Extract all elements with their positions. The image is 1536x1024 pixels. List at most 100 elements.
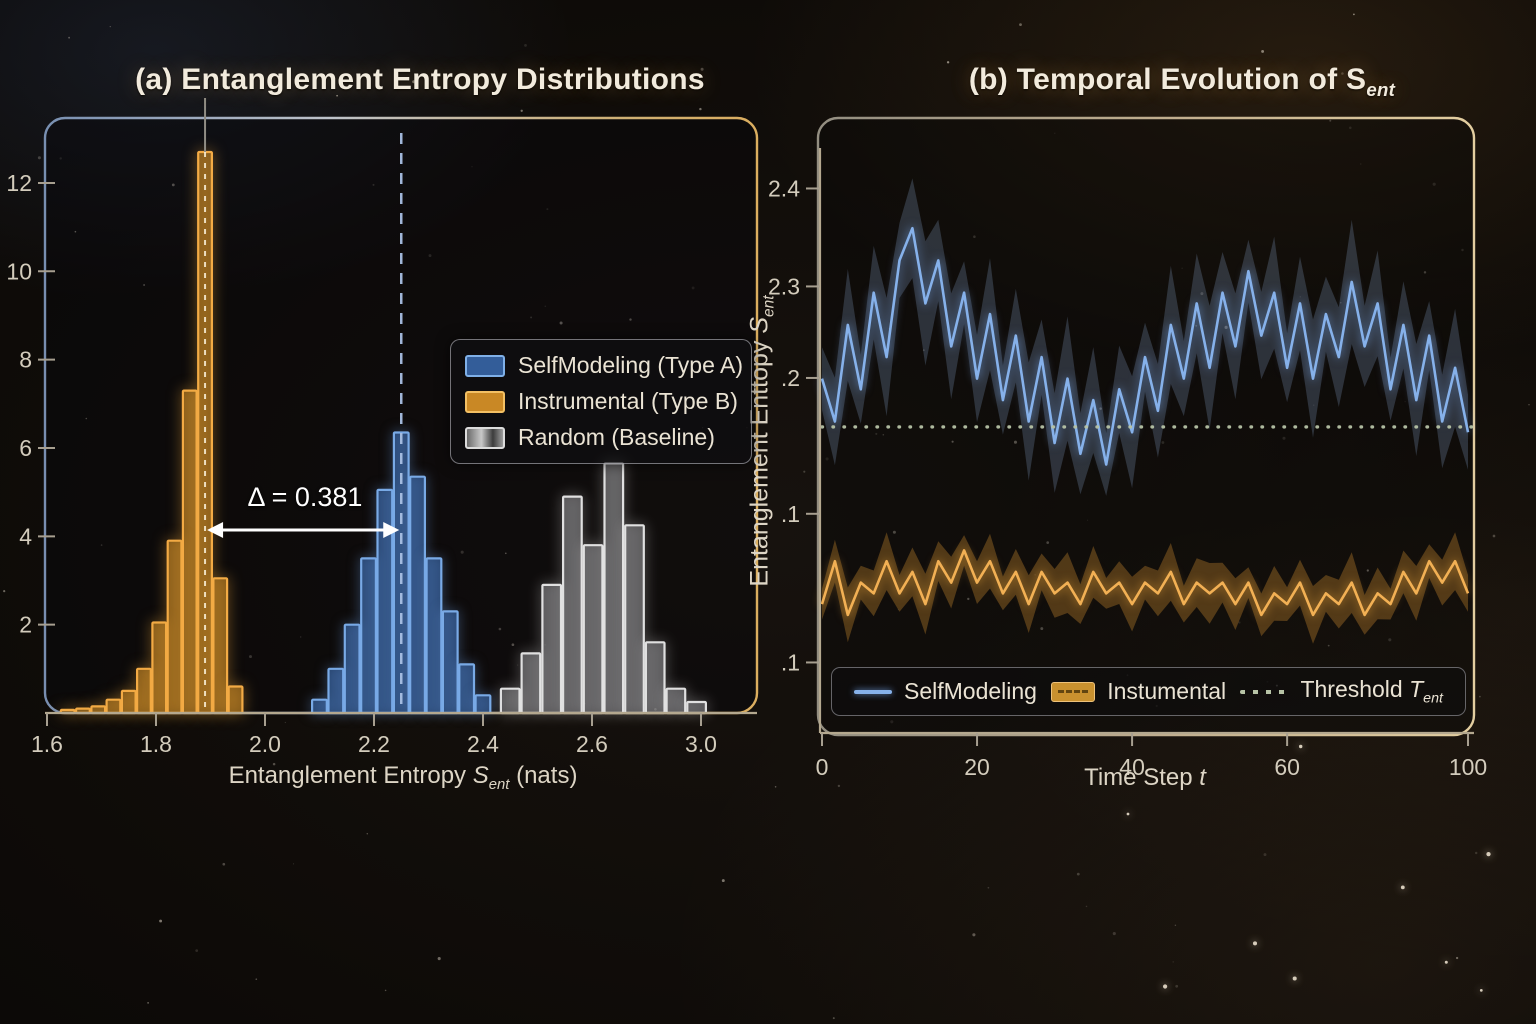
star (37, 156, 41, 160)
star (366, 832, 369, 835)
chart-a-legend: SelfModeling (Type A) Instrumental (Type… (450, 339, 752, 464)
star (147, 1002, 149, 1004)
star (284, 721, 286, 724)
legend-item-threshold: Threshold Tent (1240, 676, 1443, 707)
star (530, 316, 533, 319)
legend-item-instrumental: Instrumental (Type B) (465, 388, 738, 415)
selfmodeling-line (820, 226, 1470, 466)
star (951, 440, 954, 443)
chart-b-panel (816, 116, 1476, 737)
star (524, 44, 527, 47)
star (100, 544, 103, 546)
y-tick-label: 4 (19, 523, 32, 549)
star (803, 470, 806, 473)
star (3, 589, 6, 593)
star (471, 166, 473, 168)
star (1195, 324, 1198, 327)
threshold-dotted-icon (1240, 689, 1289, 694)
star (504, 552, 507, 555)
histogram-bar (105, 698, 122, 715)
histogram-bar (624, 524, 645, 715)
x-tick-label: 0 (816, 754, 829, 780)
bright-star (1400, 885, 1405, 890)
star (1432, 182, 1436, 186)
histogram-bar (686, 700, 707, 715)
star (1087, 519, 1089, 521)
star (721, 879, 725, 883)
star (546, 208, 549, 211)
xlabel-b-text: Time Step (1084, 764, 1200, 791)
star (837, 784, 841, 788)
star (300, 636, 302, 638)
histogram-bar (458, 663, 476, 715)
y-tick-label: .1 (781, 501, 800, 527)
star (293, 863, 295, 865)
bright-star (1486, 851, 1491, 857)
bright-star (1162, 984, 1168, 989)
star (1329, 119, 1332, 122)
star (428, 254, 432, 258)
legend-item-instrumental: Instumental (1051, 678, 1226, 705)
star (972, 933, 976, 937)
star (1388, 638, 1392, 642)
star (544, 305, 547, 307)
star (922, 349, 925, 352)
chart-b-title-symbol: S (1346, 63, 1367, 96)
chart-b-title-text: (b) Temporal Evolution of (968, 63, 1347, 96)
legend-item-selfmodeling: SelfModeling (854, 678, 1037, 705)
star (1181, 267, 1183, 269)
star (412, 80, 416, 84)
y-tick-label: 8 (19, 347, 32, 373)
legend-item-random: Random (Baseline) (465, 424, 737, 451)
star (1174, 924, 1177, 927)
histogram-bar (136, 667, 152, 715)
legend-item-selfmodeling: SelfModeling (Type A) (465, 352, 743, 379)
bright-star (1444, 960, 1448, 964)
star (1455, 956, 1459, 960)
xlabel-a-suffix: (nats) (509, 762, 578, 789)
legend-label: SelfModeling (Type A) (518, 352, 744, 378)
y-tick-label: .2 (781, 365, 800, 391)
star (171, 183, 175, 187)
histogram-bar (311, 698, 328, 715)
x-tick-label: 3.0 (685, 731, 717, 757)
star (1263, 853, 1267, 857)
legend-label: Instrumental (Type B) (518, 388, 738, 414)
y-tick-label: 10 (6, 258, 32, 284)
star (1054, 132, 1056, 134)
legend-label: SelfModeling (904, 678, 1037, 704)
star (973, 235, 976, 238)
x-tick-label: 2.2 (358, 731, 390, 757)
xlabel-a-symbol: S (472, 762, 489, 789)
histogram-bar (227, 685, 244, 715)
star (892, 530, 896, 534)
histogram-bar (474, 694, 492, 715)
star (1161, 441, 1165, 444)
threshold-symbol: T (1409, 676, 1424, 703)
star (1360, 163, 1362, 165)
histogram-bar (212, 577, 229, 715)
star (946, 61, 950, 64)
y-tick-label: 2.3 (768, 273, 800, 299)
arrow-head-right (383, 522, 400, 538)
instrumental-swatch-icon (465, 390, 505, 413)
x-tick-label: 1.6 (31, 731, 63, 757)
threshold-label-text: Threshold (1300, 676, 1410, 703)
histogram-bar (181, 389, 198, 715)
star (890, 720, 894, 724)
star (1312, 404, 1315, 406)
star (1085, 905, 1088, 908)
star (1479, 695, 1481, 698)
ylabel-b-subscript: ent (760, 295, 778, 317)
x-tick-label: 100 (1449, 754, 1487, 780)
star (372, 183, 375, 186)
x-tick-label: 2.6 (576, 731, 608, 757)
y-tick-label: 2 (19, 612, 32, 638)
x-tick-label: 60 (1274, 754, 1300, 780)
histogram-bar (541, 583, 563, 715)
star (68, 36, 70, 39)
star (1299, 296, 1301, 298)
arrow-head-left (207, 522, 224, 538)
star (1238, 621, 1241, 624)
blue-confidence-band (822, 178, 1468, 496)
